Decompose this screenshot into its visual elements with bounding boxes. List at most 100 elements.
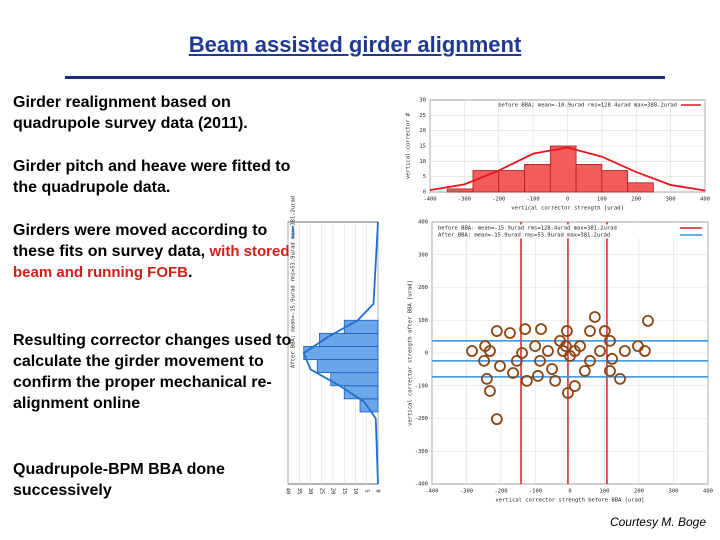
- x-tick-label: 15: [341, 488, 347, 495]
- scatter-point: [529, 340, 542, 353]
- x-tick-label: 10: [352, 488, 358, 495]
- scatter-point: [546, 363, 558, 375]
- histogram-bar: [472, 170, 500, 193]
- y-tick-label: -400: [415, 482, 428, 488]
- scatter-point: [604, 365, 616, 377]
- x-tick-label: 0: [566, 197, 569, 203]
- scatter-point: [598, 325, 611, 337]
- y-tick-label: 15: [419, 144, 426, 150]
- scatter-point: [510, 354, 523, 367]
- scatter-point: [584, 354, 596, 367]
- x-tick-label: 100: [597, 197, 607, 203]
- histogram-bar: [601, 170, 629, 193]
- x-tick-label: 0: [568, 489, 571, 495]
- scatter-point: [466, 345, 478, 357]
- scatter-point: [484, 385, 496, 397]
- slide-title: Beam assisted girder alignment: [188, 32, 522, 57]
- bullet-end: .: [188, 264, 193, 281]
- y-tick-label: 400: [418, 220, 428, 226]
- legend-label: After BBA: mean=-15.9urad rms=53.9urad m…: [438, 233, 610, 239]
- scatter-point: [549, 374, 562, 387]
- scatter-point: [642, 315, 654, 327]
- y-tick-label: 300: [418, 252, 428, 258]
- bullet: Resulting corrector changes used to calc…: [13, 332, 292, 412]
- scatter-point: [494, 360, 506, 373]
- scatter-point: [604, 334, 616, 347]
- y-tick-label: -100: [415, 383, 428, 389]
- y-axis-label: vertical corrector strength after BBA [u…: [408, 280, 414, 426]
- scatter-point: [638, 345, 651, 357]
- scatter-point: [568, 380, 581, 392]
- bullet: Girder pitch and heave were fitted to th…: [13, 158, 291, 196]
- scatter-point: [560, 325, 573, 337]
- y-tick-label: 30: [419, 98, 426, 104]
- scatter-point: [480, 372, 493, 385]
- y-tick-label: 25: [419, 113, 426, 119]
- x-axis-label: vertical corrector strength [urad]: [511, 206, 624, 212]
- x-tick-label: 0: [375, 489, 381, 492]
- x-tick-label: 400: [703, 489, 713, 495]
- credit: Courtesy M. Boge: [609, 515, 706, 529]
- histogram-bar: [316, 359, 379, 374]
- legend-label: before BBA: mean=-15.9urad rms=128.4urad…: [438, 226, 617, 232]
- y-tick-label: 0: [425, 351, 428, 357]
- scatter-point: [559, 340, 572, 353]
- bullet: Girder realignment based on quadrupole s…: [13, 94, 248, 132]
- histogram-bar: [627, 182, 654, 193]
- scatter-point: [606, 352, 618, 365]
- scatter-point: [484, 345, 496, 357]
- scatter-point: [574, 340, 586, 353]
- x-tick-label: 300: [666, 197, 676, 203]
- scatter-point: [534, 354, 546, 367]
- y-tick-label: 20: [419, 128, 426, 134]
- scatter-point: [478, 354, 490, 367]
- histogram-bar: [303, 346, 379, 360]
- x-tick-label: 25: [318, 488, 324, 495]
- x-tick-label: 20: [330, 488, 336, 495]
- scatter-point: [618, 345, 631, 357]
- x-tick-label: 100: [600, 489, 610, 495]
- scatter-point: [490, 325, 503, 337]
- legend-bg: [434, 231, 706, 239]
- x-tick-label: -200: [492, 197, 505, 203]
- title-rule: [65, 76, 665, 79]
- scatter-point: [532, 370, 544, 382]
- scatter-point: [614, 372, 626, 385]
- bullet-text: Girders were moved according to these fi…: [13, 222, 268, 260]
- fit-curve: [429, 146, 706, 192]
- x-tick-label: 300: [669, 489, 679, 495]
- x-tick-label: -400: [425, 489, 438, 495]
- histogram-bar: [549, 145, 577, 193]
- histogram-bar: [343, 319, 379, 334]
- scatter-point: [562, 387, 574, 399]
- fit-curve: [302, 221, 379, 485]
- histogram-bar: [575, 163, 603, 193]
- scatter-point: [594, 345, 606, 357]
- scatter-point: [519, 323, 532, 335]
- scatter-point: [584, 325, 596, 337]
- scatter-point: [588, 311, 601, 323]
- y-axis-label: vertical corrector #: [406, 112, 412, 179]
- x-axis-label: vertical corrector strength before BBA […: [495, 498, 644, 504]
- x-tick-label: 200: [631, 197, 641, 203]
- histogram-bar: [498, 170, 525, 193]
- scatter-point: [535, 323, 547, 335]
- y-tick-label: -300: [415, 449, 428, 455]
- scatter-point: [542, 345, 554, 357]
- scatter-point: [578, 365, 591, 377]
- scatter-point: [490, 413, 503, 426]
- x-tick-label: -100: [529, 489, 542, 495]
- x-tick-label: 30: [307, 488, 313, 495]
- y-tick-label: 10: [419, 159, 426, 165]
- histogram-bar: [524, 163, 551, 193]
- x-tick-label: -300: [460, 489, 473, 495]
- bullet-highlight: with stored beam and running FOFB: [13, 243, 290, 281]
- x-tick-label: -400: [423, 197, 436, 203]
- x-tick-label: 35: [296, 488, 302, 495]
- legend-label: before BBA; mean=-10.9urad rms=128.4urad…: [498, 103, 677, 109]
- histogram-bar: [446, 188, 474, 193]
- bullet: Girders were moved according to these fi…: [13, 220, 303, 283]
- legend-bg: [434, 224, 706, 232]
